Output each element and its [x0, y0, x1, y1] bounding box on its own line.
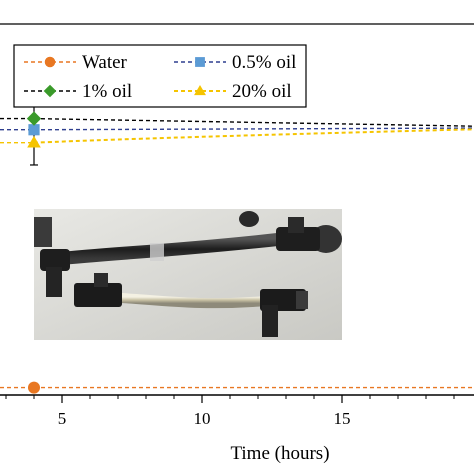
photo-inset-drawing	[34, 209, 342, 340]
x-tick-label: 5	[58, 409, 67, 428]
x-tick-label: 15	[334, 409, 351, 428]
legend-marker-1	[195, 57, 205, 67]
legend-box	[13, 44, 307, 108]
photo-inset	[34, 209, 342, 340]
legend-label-1: 0.5% oil	[232, 52, 296, 73]
legend-marker-0	[44, 56, 56, 68]
x-axis-title: Time (hours)	[230, 443, 329, 464]
series-line-3	[33, 128, 474, 144]
series-line-2	[33, 117, 474, 127]
legend-marker-2	[43, 84, 57, 98]
legend-label-3: 20% oil	[232, 81, 292, 102]
legend-label-0: Water	[82, 52, 128, 73]
data-point-1	[28, 124, 40, 136]
x-tick-label: 10	[194, 409, 211, 428]
legend-marker-3	[194, 85, 206, 96]
series-lines	[0, 117, 474, 389]
series-markers	[26, 111, 42, 394]
legend: Water 0.5% oil 1% oil 20% oil	[13, 44, 307, 108]
data-point-3	[27, 135, 41, 148]
legend-label-2: 1% oil	[82, 81, 132, 102]
data-point-2	[26, 111, 42, 126]
series-line-1	[33, 127, 474, 131]
data-point-0	[28, 381, 40, 394]
x-ticks: 5 10 15	[5, 395, 455, 428]
